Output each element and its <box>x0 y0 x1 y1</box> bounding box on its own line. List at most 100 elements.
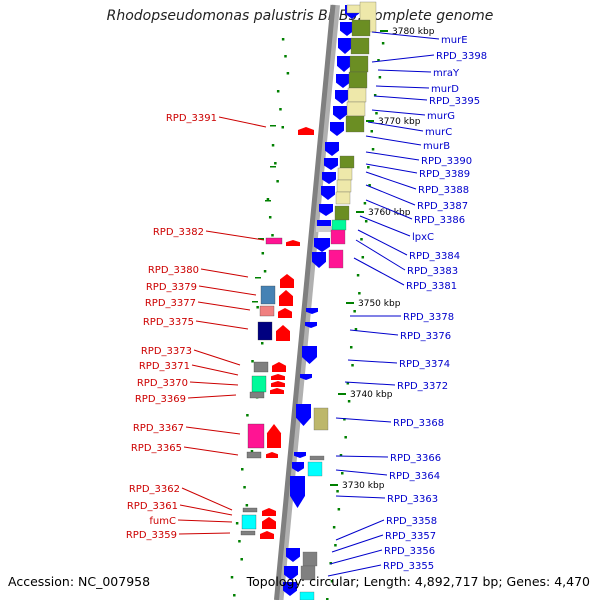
reverse-gene-arrow <box>271 374 285 380</box>
ruler-dash <box>258 238 264 240</box>
forward-gene-arrow <box>314 238 330 252</box>
right-gene-label: RPD_3383 <box>407 266 458 277</box>
ruler-dash <box>241 468 244 471</box>
cog-block <box>242 507 258 513</box>
ruler-dash <box>279 108 282 111</box>
right-gene-label: RPD_3358 <box>386 516 437 527</box>
ruler-dash <box>363 202 367 205</box>
ruler-dash <box>270 125 276 127</box>
backbone-shadow <box>275 4 340 600</box>
ruler-dash <box>356 274 360 277</box>
right-gene-label: RPD_3389 <box>419 169 470 180</box>
ruler-dash <box>240 558 243 561</box>
cog-block <box>299 591 315 600</box>
reverse-gene-arrow <box>272 362 286 372</box>
ruler-dash <box>260 342 264 345</box>
label-leader <box>197 301 251 311</box>
forward-gene-arrow <box>286 548 300 562</box>
forward-gene-arrow <box>324 158 338 170</box>
left-gene-label: RPD_3375 <box>143 317 194 328</box>
label-leader <box>355 239 406 271</box>
ruler-dash <box>334 544 337 547</box>
cog-block <box>251 375 267 393</box>
left-gene-label: RPD_3377 <box>145 298 196 309</box>
forward-gene-arrow <box>292 462 304 472</box>
ruler-dash <box>276 90 280 93</box>
scale-tick-label: 3780 kbp <box>392 27 435 37</box>
right-gene-label: RPD_3398 <box>436 51 487 62</box>
label-leader <box>335 455 389 458</box>
label-leader <box>198 285 257 296</box>
right-gene-label: RPD_3390 <box>421 156 472 167</box>
left-gene-label: RPD_3367 <box>133 423 184 434</box>
label-leader <box>205 230 265 241</box>
forward-gene-arrow <box>338 38 352 54</box>
reverse-gene-arrow <box>286 240 300 246</box>
cog-block <box>334 205 350 221</box>
right-gene-label: lpxC <box>412 232 434 243</box>
ruler-dash <box>255 277 261 279</box>
label-leader <box>371 31 440 40</box>
cog-block <box>309 455 325 461</box>
ruler-dash <box>238 540 241 543</box>
ruler-dash <box>261 252 265 255</box>
cog-block <box>240 530 256 536</box>
forward-gene-arrow <box>296 404 311 426</box>
right-gene-label: murE <box>441 35 468 46</box>
ruler-dash <box>326 598 329 600</box>
ruler-dash <box>251 360 254 363</box>
right-gene-label: RPD_3368 <box>393 418 444 429</box>
ruler-dash <box>373 94 377 97</box>
ruler-dash <box>375 112 378 115</box>
left-gene-label: RPD_3382 <box>153 227 204 238</box>
ruler-dash <box>271 144 275 147</box>
cog-block <box>339 155 355 169</box>
cog-block <box>249 391 265 399</box>
right-gene-label: murG <box>427 111 455 122</box>
ruler-dash <box>235 522 239 525</box>
cog-block <box>247 423 265 449</box>
reverse-gene-arrow <box>262 508 276 516</box>
ruler-dash <box>337 508 341 511</box>
label-leader <box>365 184 416 206</box>
cog-block <box>349 55 369 73</box>
ruler-dash <box>230 576 234 579</box>
cog-block <box>328 249 344 269</box>
ruler-dash <box>263 270 267 273</box>
ruler-dash <box>371 148 375 151</box>
right-gene-label: RPD_3355 <box>383 561 434 572</box>
label-leader <box>181 487 233 511</box>
reverse-gene-arrow <box>270 388 284 394</box>
reverse-gene-arrow <box>276 325 290 341</box>
label-leader <box>218 116 267 128</box>
reverse-gene-arrow <box>266 452 278 458</box>
right-gene-label: mraY <box>433 68 460 79</box>
ruler-dash <box>367 166 370 169</box>
ruler-dash <box>252 301 258 303</box>
forward-gene-arrow <box>305 322 317 328</box>
forward-gene-arrow <box>284 566 298 580</box>
ruler-dash <box>358 292 361 295</box>
left-gene-label: RPD_3391 <box>166 113 217 124</box>
reverse-gene-arrow <box>267 424 281 448</box>
label-leader <box>371 109 426 116</box>
ruler-dash <box>274 162 277 165</box>
cog-block <box>313 407 329 431</box>
forward-gene-arrow <box>300 374 312 380</box>
right-gene-label: RPD_3386 <box>414 215 465 226</box>
right-gene-label: RPD_3357 <box>385 531 436 542</box>
label-leader <box>335 495 386 499</box>
right-gene-label: RPD_3372 <box>397 381 448 392</box>
ruler-dash <box>330 580 334 583</box>
right-gene-label: RPD_3374 <box>399 359 450 370</box>
ruler-dash <box>245 504 249 507</box>
forward-gene-arrow <box>312 252 326 268</box>
cog-block <box>350 37 370 55</box>
left-gene-label: RPD_3361 <box>127 501 178 512</box>
scale-tick-label: 3740 kbp <box>350 390 393 400</box>
ruler-dash <box>377 59 380 62</box>
label-leader <box>177 519 233 523</box>
forward-gene-arrow <box>322 172 336 184</box>
left-gene-label: RPD_3380 <box>148 265 199 276</box>
cog-block <box>348 71 368 89</box>
